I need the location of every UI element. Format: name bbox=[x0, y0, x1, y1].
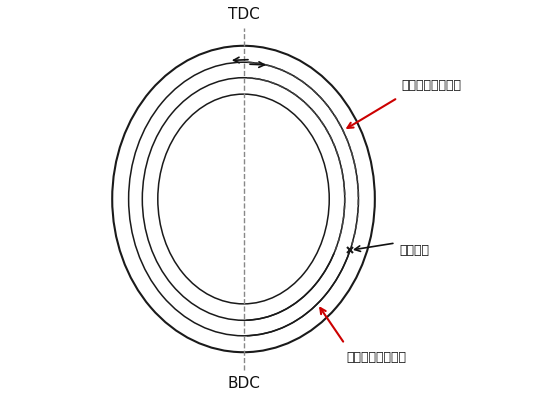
Text: TDC: TDC bbox=[228, 7, 259, 22]
Text: 探孔位置: 探孔位置 bbox=[399, 244, 430, 257]
Text: BDC: BDC bbox=[227, 376, 260, 391]
Text: 从发动机底部穿绕: 从发动机底部穿绕 bbox=[347, 351, 407, 364]
Text: 向发动机上部穿绕: 向发动机上部穿绕 bbox=[402, 79, 461, 92]
